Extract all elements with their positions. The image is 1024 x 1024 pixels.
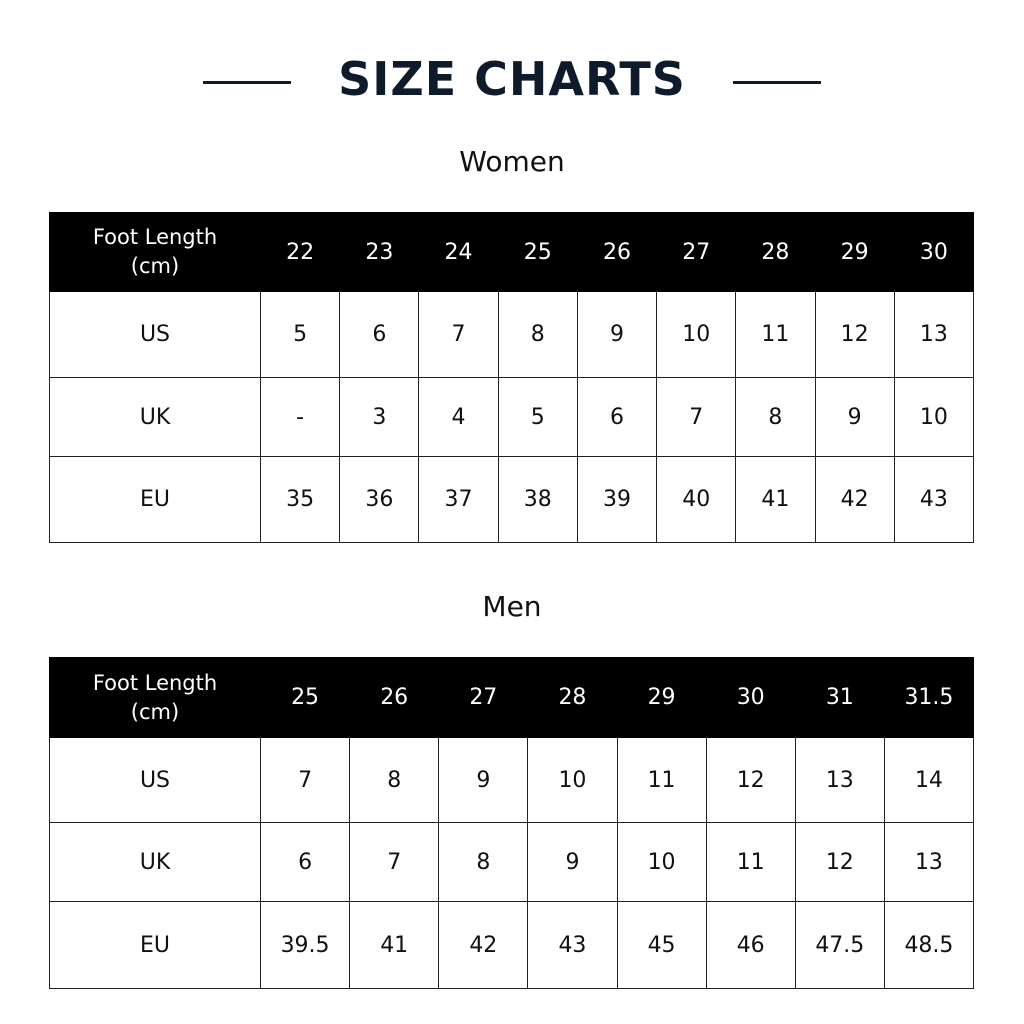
size-cell: 6 bbox=[576, 377, 658, 457]
size-cell: 43 bbox=[527, 901, 618, 989]
size-cell: 35 bbox=[259, 456, 341, 543]
header-label-line2: (cm) bbox=[130, 254, 180, 278]
header-label-line2: (cm) bbox=[130, 699, 180, 724]
size-cell: 4 bbox=[418, 377, 499, 457]
size-cell: 10 bbox=[616, 822, 707, 902]
row-label: EU bbox=[49, 456, 261, 543]
foot-length-cell: 25 bbox=[497, 212, 578, 292]
size-cell: 6 bbox=[339, 291, 420, 378]
size-cell: 7 bbox=[349, 822, 440, 902]
women-size-table: Foot Length (cm) 22 23 24 25 26 27 28 29 30 US 5 6 7 8 9… bbox=[49, 212, 975, 543]
row-label: US bbox=[49, 737, 261, 823]
size-cell: 11 bbox=[616, 737, 707, 823]
foot-length-cell: 27 bbox=[438, 657, 529, 738]
size-cell: 48.5 bbox=[883, 901, 975, 989]
foot-length-cell: 22 bbox=[259, 212, 341, 292]
size-cell: 13 bbox=[893, 291, 975, 378]
size-cell: 7 bbox=[259, 737, 351, 823]
size-cell: 3 bbox=[339, 377, 420, 457]
size-cell: 11 bbox=[705, 822, 796, 902]
size-cell: 11 bbox=[735, 291, 816, 378]
size-cell: 39 bbox=[576, 456, 658, 543]
size-cell: 8 bbox=[735, 377, 816, 457]
size-row-uk: UK -3 4 5 6 7 8 9 10 bbox=[49, 377, 975, 457]
size-row-us: US 7 8 9 10 11 12 13 14 bbox=[49, 737, 975, 823]
foot-length-cell: 28 bbox=[735, 212, 816, 292]
size-cell: 12 bbox=[814, 291, 895, 378]
foot-length-cell: 31.5 bbox=[883, 657, 975, 738]
size-cell: 5 bbox=[259, 291, 341, 378]
size-cell: 9 bbox=[814, 377, 895, 457]
foot-length-cell: 25 bbox=[259, 657, 351, 738]
size-cell: 10 bbox=[656, 291, 737, 378]
row-label: EU bbox=[49, 901, 261, 989]
row-label: UK bbox=[49, 377, 261, 457]
foot-length-row: Foot Length (cm) 22 23 24 25 26 27 28 29 30 bbox=[49, 212, 975, 292]
size-cell: 13 bbox=[794, 737, 885, 823]
size-cell: 42 bbox=[814, 456, 895, 543]
size-cell: 13 bbox=[883, 822, 975, 902]
size-cell: 7 bbox=[418, 291, 499, 378]
foot-length-cell: 26 bbox=[349, 657, 440, 738]
size-cell: 9 bbox=[576, 291, 658, 378]
foot-length-cell: 24 bbox=[418, 212, 499, 292]
size-cell: 47.5 bbox=[794, 901, 885, 989]
header-label-line1: Foot Length bbox=[92, 670, 218, 695]
size-cell: 36 bbox=[339, 456, 420, 543]
size-cell: 10 bbox=[893, 377, 975, 457]
title-rule-left bbox=[203, 81, 291, 84]
women-heading: Women bbox=[459, 145, 565, 178]
size-cell: 8 bbox=[438, 822, 529, 902]
foot-length-cell: 31 bbox=[794, 657, 885, 738]
size-cell: 9 bbox=[527, 822, 618, 902]
size-cell: 6 bbox=[259, 822, 351, 902]
size-cell: 43 bbox=[893, 456, 975, 543]
size-cell: 7 bbox=[656, 377, 737, 457]
foot-length-cell: 30 bbox=[705, 657, 796, 738]
size-cell: - bbox=[259, 377, 341, 457]
size-cell: 40 bbox=[656, 456, 737, 543]
foot-length-cell: 29 bbox=[616, 657, 707, 738]
size-cell: 39.5 bbox=[259, 901, 351, 989]
row-label: US bbox=[49, 291, 261, 378]
size-cell: 10 bbox=[527, 737, 618, 823]
size-cell: 46 bbox=[705, 901, 796, 989]
size-cell: 5 bbox=[497, 377, 578, 457]
foot-length-cell: 26 bbox=[576, 212, 658, 292]
size-cell: 41 bbox=[349, 901, 440, 989]
size-cell: 9 bbox=[438, 737, 529, 823]
foot-length-cell: 23 bbox=[339, 212, 420, 292]
foot-length-cell: 30 bbox=[893, 212, 975, 292]
page-title: SIZE CHARTS bbox=[338, 52, 686, 106]
row-label: UK bbox=[49, 822, 261, 902]
size-cell: 8 bbox=[349, 737, 440, 823]
foot-length-cell: 29 bbox=[814, 212, 895, 292]
size-cell: 8 bbox=[497, 291, 578, 378]
size-row-us: US 5 6 7 8 9 10 11 12 13 bbox=[49, 291, 975, 378]
header-label-line1: Foot Length bbox=[92, 225, 218, 249]
size-cell: 12 bbox=[794, 822, 885, 902]
size-cell: 14 bbox=[883, 737, 975, 823]
size-cell: 12 bbox=[705, 737, 796, 823]
foot-length-row: Foot Length (cm) 25 26 27 28 29 30 31 31.5 bbox=[49, 657, 975, 738]
men-heading: Men bbox=[482, 590, 542, 623]
foot-length-cell: 27 bbox=[656, 212, 737, 292]
size-cell: 45 bbox=[616, 901, 707, 989]
size-row-eu: EU 35 36 37 38 39 40 41 42 43 bbox=[49, 456, 975, 543]
size-row-eu: EU 39.5 41 42 43 45 46 47.5 48.5 bbox=[49, 901, 975, 989]
foot-length-label: Foot Length (cm) bbox=[49, 657, 261, 738]
men-size-table: Foot Length (cm) 25 26 27 28 29 30 31 31.5 US 7 8 9 10… bbox=[49, 657, 975, 989]
size-cell: 37 bbox=[418, 456, 499, 543]
foot-length-label: Foot Length (cm) bbox=[49, 212, 261, 292]
size-row-uk: UK 6 7 8 9 10 11 12 13 bbox=[49, 822, 975, 902]
foot-length-cell: 28 bbox=[527, 657, 618, 738]
size-cell: 38 bbox=[497, 456, 578, 543]
size-cell: 42 bbox=[438, 901, 529, 989]
size-cell: 41 bbox=[735, 456, 816, 543]
title-rule-right bbox=[733, 81, 821, 84]
